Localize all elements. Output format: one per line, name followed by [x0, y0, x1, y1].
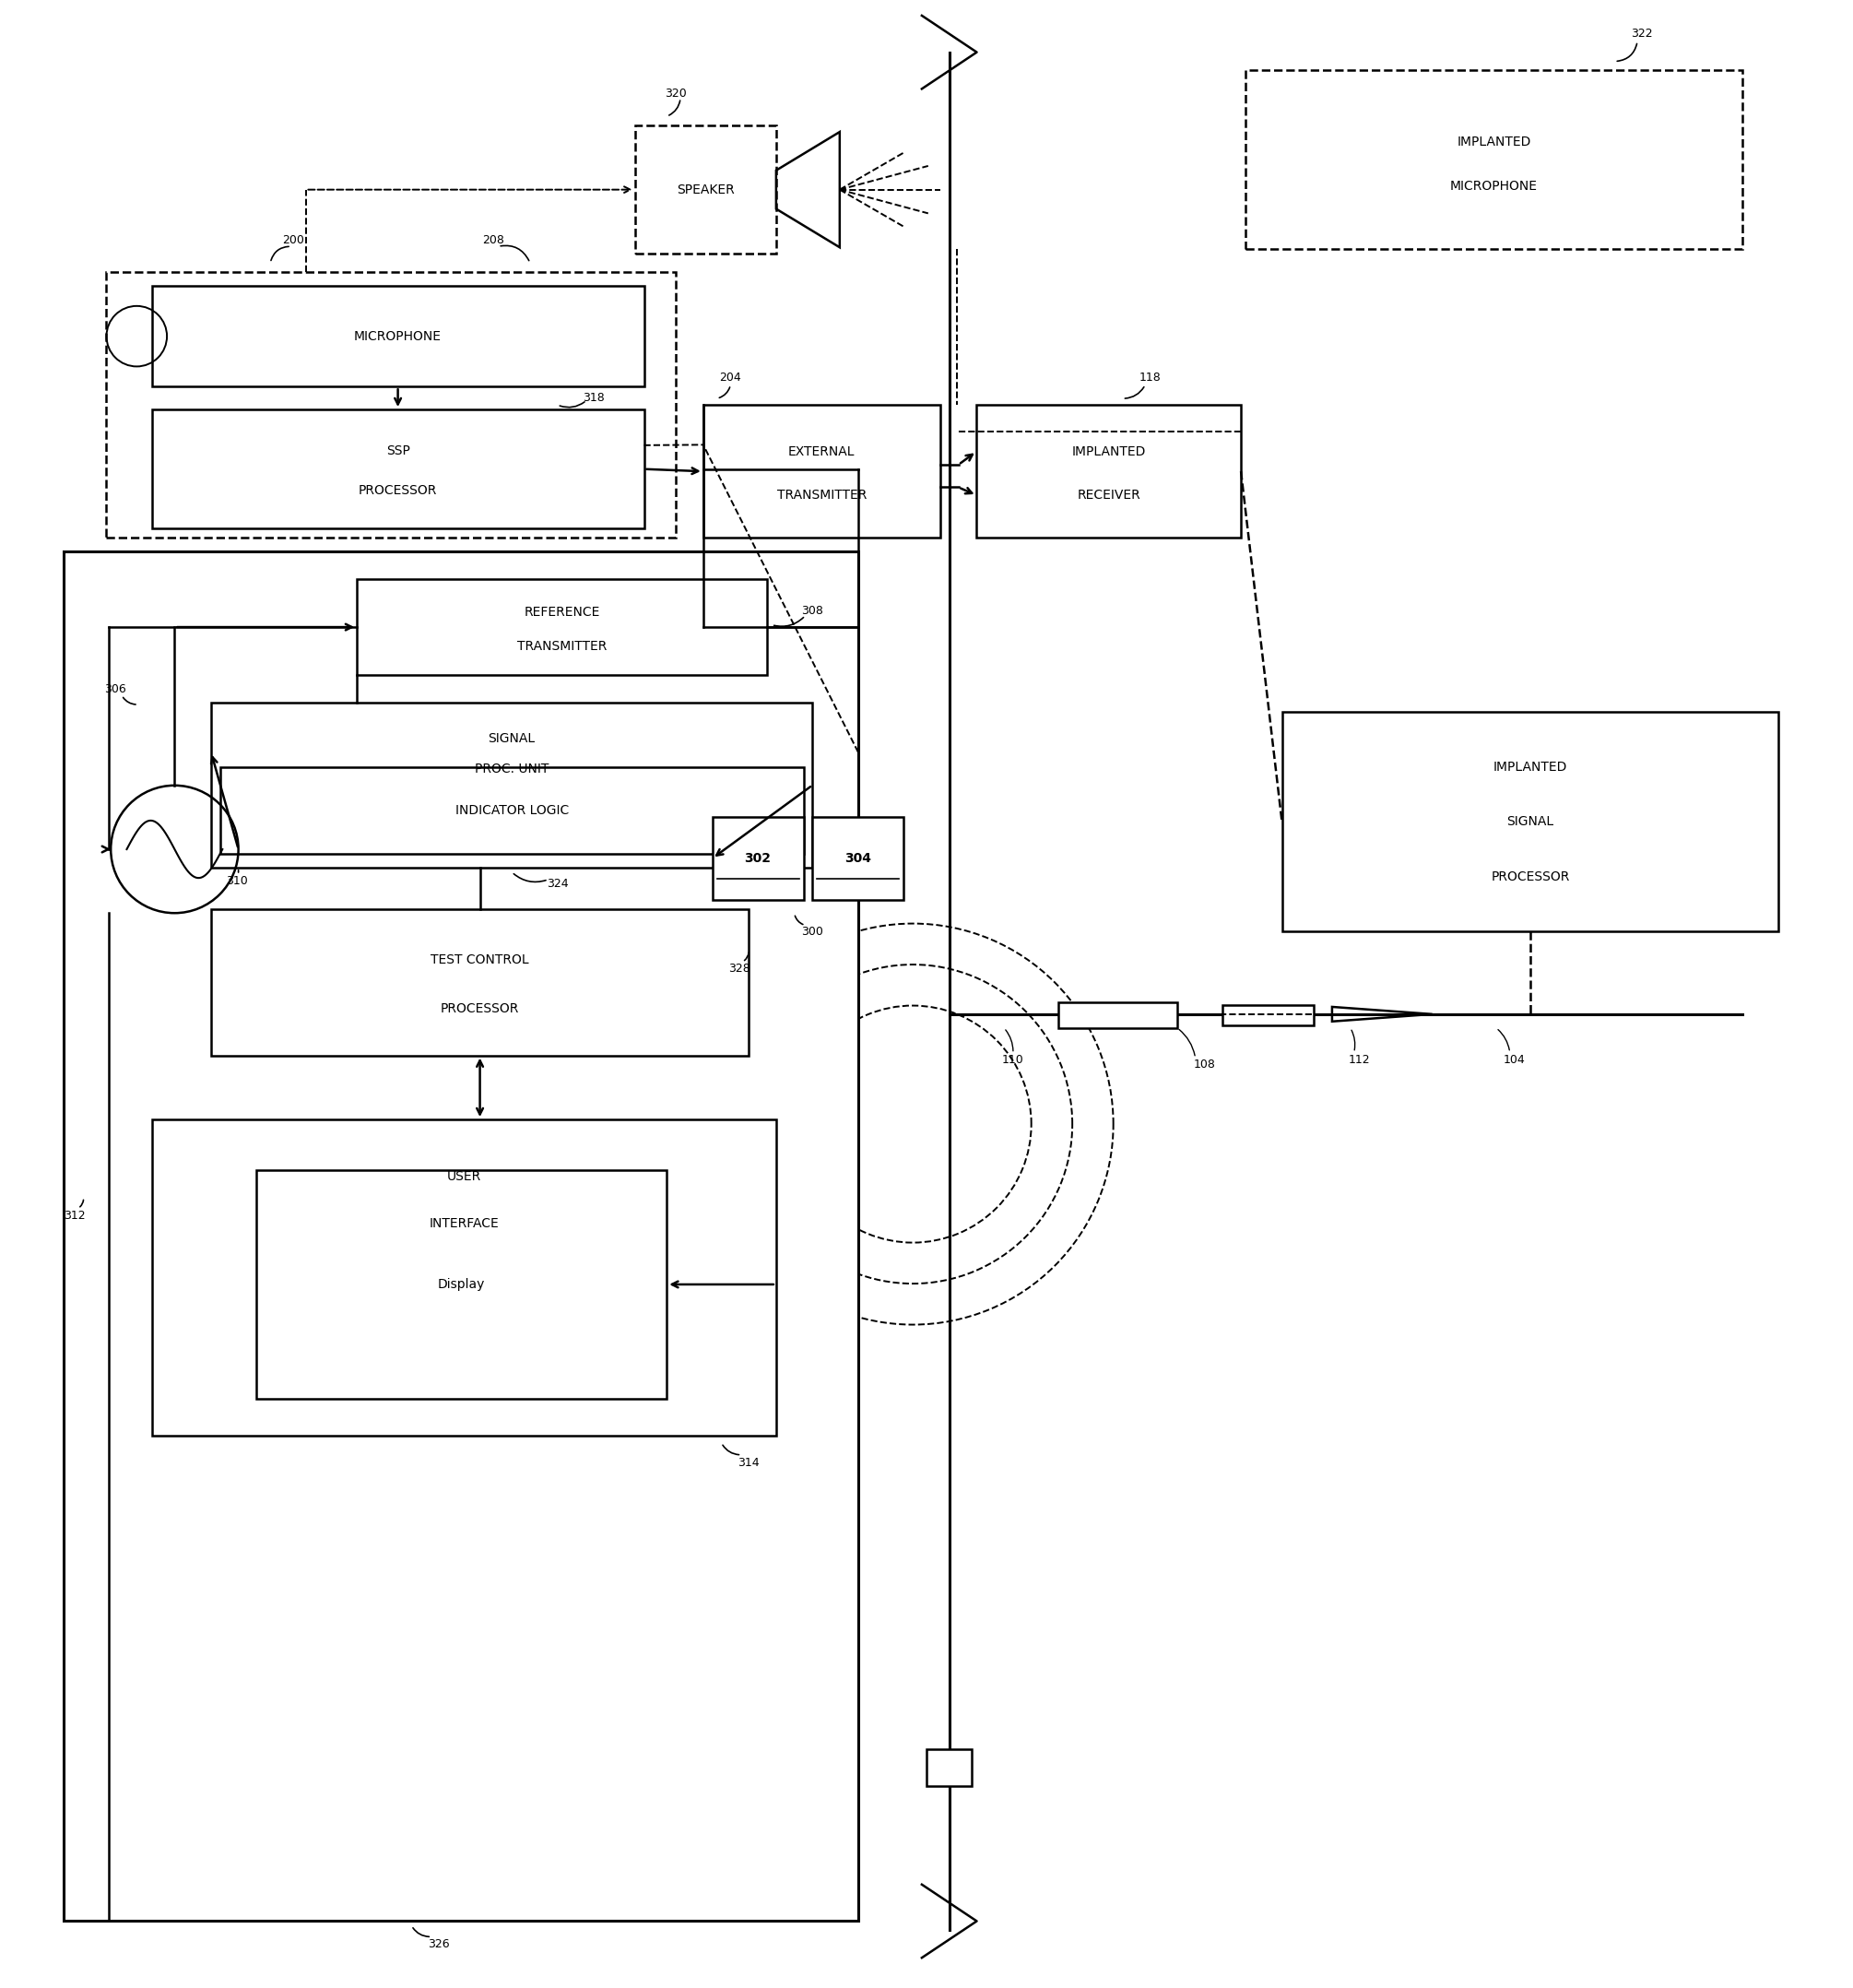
- Text: PROCESSOR: PROCESSOR: [358, 483, 437, 497]
- Bar: [106, 272, 676, 539]
- Text: SIGNAL: SIGNAL: [1506, 815, 1555, 829]
- Text: 324: 324: [547, 879, 569, 891]
- Text: 326: 326: [428, 1938, 450, 1950]
- Bar: [636, 125, 776, 254]
- Bar: [1058, 1002, 1177, 1028]
- Text: 200: 200: [282, 235, 304, 247]
- Text: IMPLANTED: IMPLANTED: [1456, 135, 1531, 149]
- Text: IMPLANTED: IMPLANTED: [1494, 759, 1568, 773]
- Bar: [152, 410, 645, 529]
- Text: TRANSMITTER: TRANSMITTER: [517, 640, 606, 652]
- Bar: [256, 1169, 667, 1400]
- Bar: [211, 702, 813, 867]
- Text: 104: 104: [1503, 1054, 1525, 1066]
- Text: SPEAKER: SPEAKER: [676, 183, 734, 197]
- Text: 310: 310: [226, 875, 248, 887]
- Text: 208: 208: [482, 235, 504, 247]
- Text: EXTERNAL: EXTERNAL: [788, 445, 854, 457]
- Text: 302: 302: [745, 853, 771, 865]
- Text: 110: 110: [1002, 1054, 1025, 1066]
- Text: IMPLANTED: IMPLANTED: [1071, 445, 1145, 457]
- Bar: [358, 579, 767, 676]
- Bar: [1282, 712, 1779, 932]
- Text: 328: 328: [728, 962, 750, 974]
- Bar: [63, 551, 858, 1920]
- Text: INTERFACE: INTERFACE: [430, 1217, 498, 1231]
- Text: 314: 314: [737, 1457, 760, 1469]
- Text: SIGNAL: SIGNAL: [487, 732, 536, 746]
- Text: 108: 108: [1193, 1058, 1216, 1070]
- Bar: [977, 406, 1242, 539]
- Bar: [702, 406, 939, 539]
- Bar: [712, 817, 804, 901]
- Text: PROCESSOR: PROCESSOR: [441, 1002, 519, 1016]
- Text: TEST CONTROL: TEST CONTROL: [430, 954, 530, 966]
- Text: 204: 204: [719, 372, 741, 384]
- Bar: [152, 286, 645, 386]
- Text: 322: 322: [1631, 28, 1653, 40]
- Text: MICROPHONE: MICROPHONE: [1451, 181, 1538, 193]
- Text: 320: 320: [665, 87, 687, 99]
- Text: INDICATOR LOGIC: INDICATOR LOGIC: [456, 803, 569, 817]
- Text: 312: 312: [63, 1211, 85, 1223]
- Text: 318: 318: [584, 392, 604, 404]
- Text: REFERENCE: REFERENCE: [524, 606, 600, 618]
- Text: 118: 118: [1140, 372, 1160, 384]
- Text: MICROPHONE: MICROPHONE: [354, 330, 441, 342]
- Text: 304: 304: [845, 853, 871, 865]
- Bar: [813, 817, 904, 901]
- Text: PROCESSOR: PROCESSOR: [1492, 871, 1569, 883]
- Text: PROC. UNIT: PROC. UNIT: [474, 761, 548, 775]
- Text: 112: 112: [1349, 1054, 1371, 1066]
- Bar: [221, 767, 804, 853]
- Text: 300: 300: [802, 926, 823, 938]
- Bar: [1223, 1006, 1314, 1026]
- Text: USER: USER: [447, 1171, 482, 1183]
- Bar: [152, 1119, 776, 1435]
- Bar: [211, 909, 749, 1056]
- Text: TRANSMITTER: TRANSMITTER: [776, 489, 867, 501]
- Text: Display: Display: [437, 1278, 485, 1290]
- Text: SSP: SSP: [385, 445, 410, 457]
- Text: 308: 308: [802, 604, 823, 616]
- Text: 306: 306: [104, 684, 126, 696]
- Text: RECEIVER: RECEIVER: [1077, 489, 1140, 501]
- Bar: [926, 1749, 973, 1785]
- Bar: [1245, 70, 1742, 248]
